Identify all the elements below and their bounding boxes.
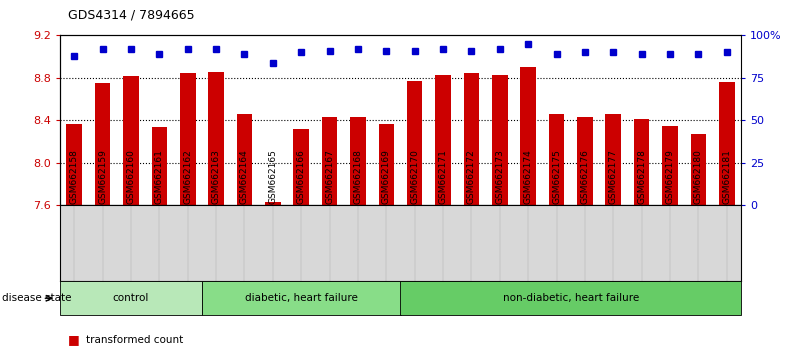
Bar <box>66 124 82 354</box>
Bar <box>464 73 479 354</box>
Text: non-diabetic, heart failure: non-diabetic, heart failure <box>502 293 639 303</box>
Bar <box>60 281 202 315</box>
Bar <box>95 83 111 354</box>
Bar <box>400 281 741 315</box>
Bar <box>690 134 706 354</box>
Bar <box>322 117 337 354</box>
Bar <box>549 114 565 354</box>
Bar <box>634 119 650 354</box>
Bar <box>151 127 167 354</box>
Bar <box>180 73 195 354</box>
Bar <box>123 76 139 354</box>
Bar <box>407 81 422 354</box>
Bar <box>577 117 593 354</box>
Bar <box>662 126 678 354</box>
Text: GDS4314 / 7894665: GDS4314 / 7894665 <box>68 9 195 22</box>
Bar <box>719 82 735 354</box>
Bar <box>379 124 394 354</box>
Bar <box>236 114 252 354</box>
Bar <box>606 114 621 354</box>
Text: transformed count: transformed count <box>86 335 183 345</box>
Text: control: control <box>113 293 149 303</box>
Bar <box>521 67 536 354</box>
Text: disease state: disease state <box>2 293 71 303</box>
Bar <box>492 75 508 354</box>
Bar <box>202 281 400 315</box>
Bar <box>435 75 451 354</box>
Bar <box>350 117 366 354</box>
Text: ■: ■ <box>68 333 80 346</box>
Bar <box>208 72 224 354</box>
Bar <box>293 129 309 354</box>
Bar <box>265 202 280 354</box>
Text: diabetic, heart failure: diabetic, heart failure <box>245 293 358 303</box>
